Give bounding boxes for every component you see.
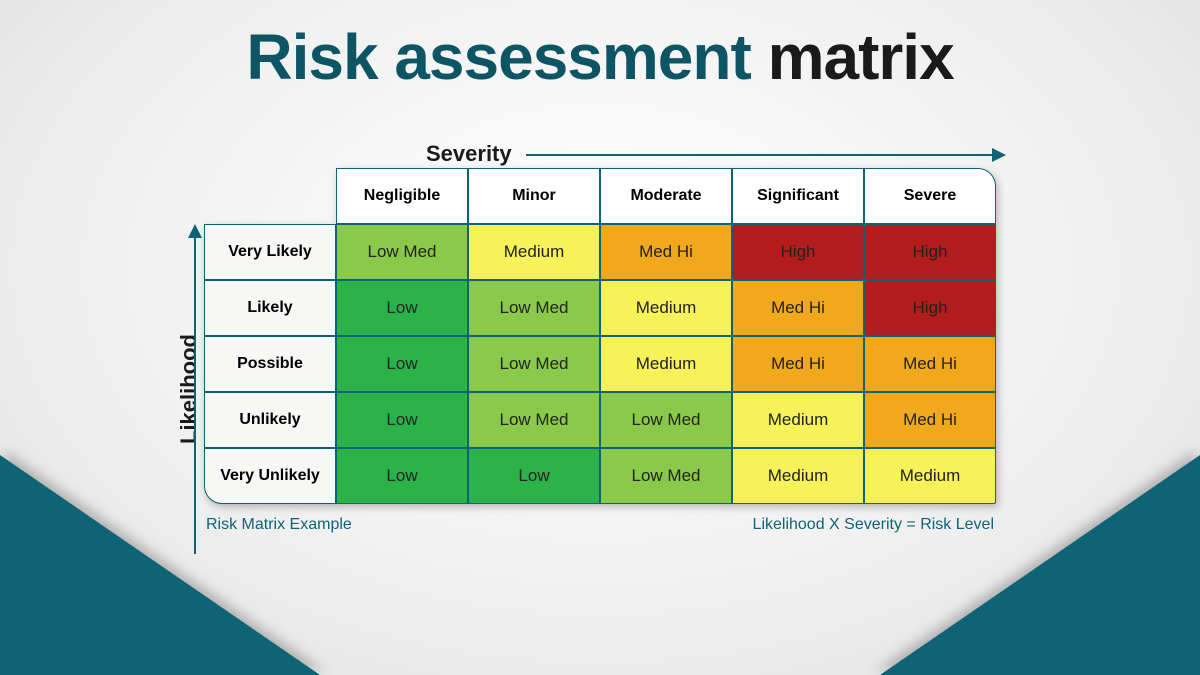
risk-cell: Med Hi <box>732 280 864 336</box>
risk-cell: Medium <box>600 336 732 392</box>
risk-cell: Medium <box>864 448 996 504</box>
likelihood-header: Very Unlikely <box>204 448 336 504</box>
risk-cell: Low Med <box>600 392 732 448</box>
risk-cell: Medium <box>600 280 732 336</box>
likelihood-header: Likely <box>204 280 336 336</box>
severity-header: Minor <box>468 168 600 224</box>
risk-cell: Low Med <box>336 224 468 280</box>
risk-cell: Low Med <box>468 280 600 336</box>
risk-cell: Low <box>336 280 468 336</box>
likelihood-axis-label: Likelihood <box>176 334 202 444</box>
risk-cell: Low <box>336 336 468 392</box>
risk-cell: High <box>732 224 864 280</box>
caption-left: Risk Matrix Example <box>206 516 352 534</box>
severity-header: Negligible <box>336 168 468 224</box>
arrow-up-icon <box>188 224 202 238</box>
risk-cell: Med Hi <box>600 224 732 280</box>
risk-cell: Medium <box>732 392 864 448</box>
severity-axis-label: Severity <box>426 141 512 167</box>
risk-cell: Low <box>336 392 468 448</box>
likelihood-header: Very Likely <box>204 224 336 280</box>
risk-cell: Med Hi <box>864 336 996 392</box>
title-part-2: matrix <box>751 21 954 93</box>
arrow-right-icon <box>992 148 1006 162</box>
risk-cell: Med Hi <box>732 336 864 392</box>
severity-header: Moderate <box>600 168 732 224</box>
matrix-corner-blank <box>204 168 336 224</box>
likelihood-arrow-line <box>194 238 196 554</box>
likelihood-header: Unlikely <box>204 392 336 448</box>
risk-cell: High <box>864 280 996 336</box>
severity-header: Significant <box>732 168 864 224</box>
risk-cell: Medium <box>732 448 864 504</box>
risk-cell: High <box>864 224 996 280</box>
likelihood-header: Possible <box>204 336 336 392</box>
risk-cell: Low Med <box>468 336 600 392</box>
risk-matrix-grid: NegligibleMinorModerateSignificantSevere… <box>204 168 996 504</box>
severity-header: Severe <box>864 168 996 224</box>
page-title: Risk assessment matrix <box>0 0 1200 94</box>
caption-right: Likelihood X Severity = Risk Level <box>753 516 994 534</box>
risk-cell: Low Med <box>468 392 600 448</box>
risk-cell: Med Hi <box>864 392 996 448</box>
severity-arrow-line <box>526 154 992 156</box>
risk-cell: Low <box>468 448 600 504</box>
risk-cell: Medium <box>468 224 600 280</box>
matrix-captions: Risk Matrix Example Likelihood X Severit… <box>204 512 996 534</box>
title-part-1: Risk assessment <box>246 21 750 93</box>
risk-cell: Low Med <box>600 448 732 504</box>
risk-cell: Low <box>336 448 468 504</box>
